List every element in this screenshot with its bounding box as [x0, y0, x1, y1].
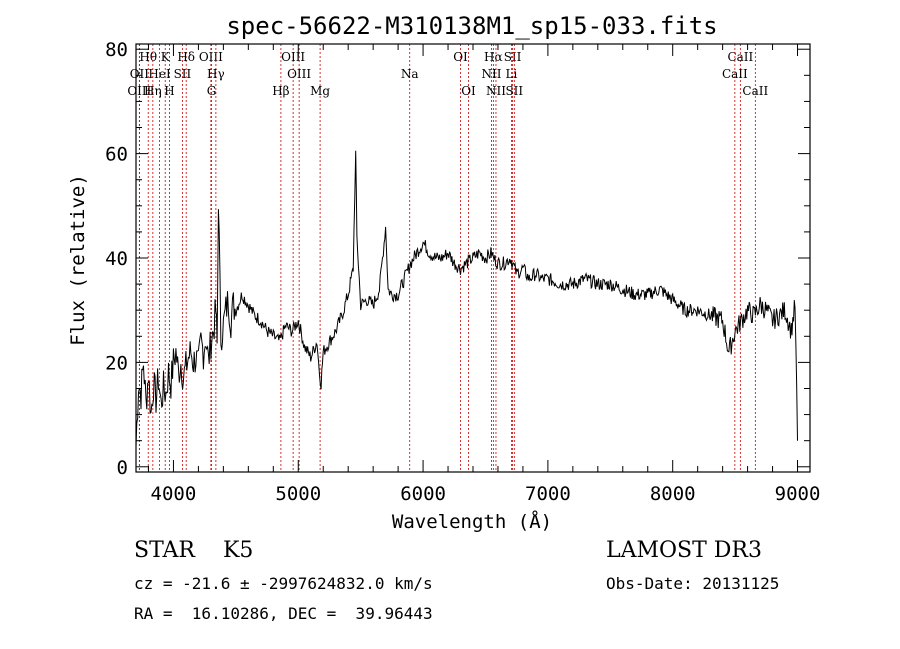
x-tick-label: 8000 [650, 483, 696, 505]
line-marker-label: Hγ [207, 67, 225, 81]
line-marker-label: Na [401, 67, 419, 81]
line-marker-label: SII [504, 50, 522, 64]
line-marker-label: K [161, 50, 171, 64]
line-marker-label: CaII [727, 50, 753, 64]
line-marker-label: CaII [742, 84, 768, 98]
line-marker-label: HeI [148, 67, 171, 81]
line-marker-label: NII [481, 67, 501, 81]
line-marker-label: OIII [199, 50, 223, 64]
spectrum-series [135, 150, 798, 447]
line-marker-label: CaII [722, 67, 748, 81]
line-marker-label: Li [506, 67, 518, 81]
line-marker-label: SII [174, 67, 192, 81]
survey-name: LAMOST DR3 [606, 538, 762, 563]
y-tick-label: 20 [105, 352, 128, 374]
y-tick-label: 0 [117, 457, 128, 479]
line-marker-label: OIII [281, 50, 305, 64]
plot-frame [135, 43, 811, 473]
x-tick-label: 6000 [400, 483, 446, 505]
line-marker-label: G [207, 84, 217, 98]
line-marker-label: Hβ [272, 84, 289, 98]
line-marker-label: OI [453, 50, 468, 64]
line-marker-label: Mg [310, 84, 330, 98]
line-marker-label: H [164, 84, 174, 98]
line-marker-label: OI [461, 84, 476, 98]
object-class: STAR K5 [134, 538, 254, 563]
redshift-velocity: cz = -21.6 ± -2997624832.0 km/s [134, 574, 433, 593]
line-marker-label: Hθ [139, 50, 157, 64]
chart-title: spec-56622-M310138M1_sp15-033.fits [226, 12, 717, 40]
line-marker-label: OIII [127, 84, 151, 98]
line-marker-label: Hδ [177, 50, 195, 64]
x-tick-label: 5000 [275, 483, 321, 505]
y-tick-label: 40 [105, 248, 128, 270]
axis-ticks: 4000 5000 6000 7000 8000 9000 0 20 40 60 80 [105, 39, 820, 505]
line-marker-label: SII [505, 84, 523, 98]
line-marker-label: Hη [144, 84, 162, 98]
observation-date: Obs-Date: 20131125 [606, 574, 780, 593]
x-tick-label: 9000 [775, 483, 821, 505]
x-axis-label: Wavelength (Å) [392, 510, 552, 533]
y-tick-label: 60 [105, 144, 128, 166]
x-tick-label: 7000 [525, 483, 571, 505]
spectrum-line [135, 150, 798, 447]
line-marker-label: NII [486, 84, 506, 98]
y-tick-label: 80 [105, 39, 128, 61]
coordinates: RA = 16.10286, DEC = 39.96443 [134, 604, 433, 623]
line-marker-label: OIII [287, 67, 311, 81]
x-tick-label: 4000 [151, 483, 197, 505]
y-axis-label: Flux (relative) [67, 174, 89, 346]
line-marker-label: Hα [484, 50, 503, 64]
